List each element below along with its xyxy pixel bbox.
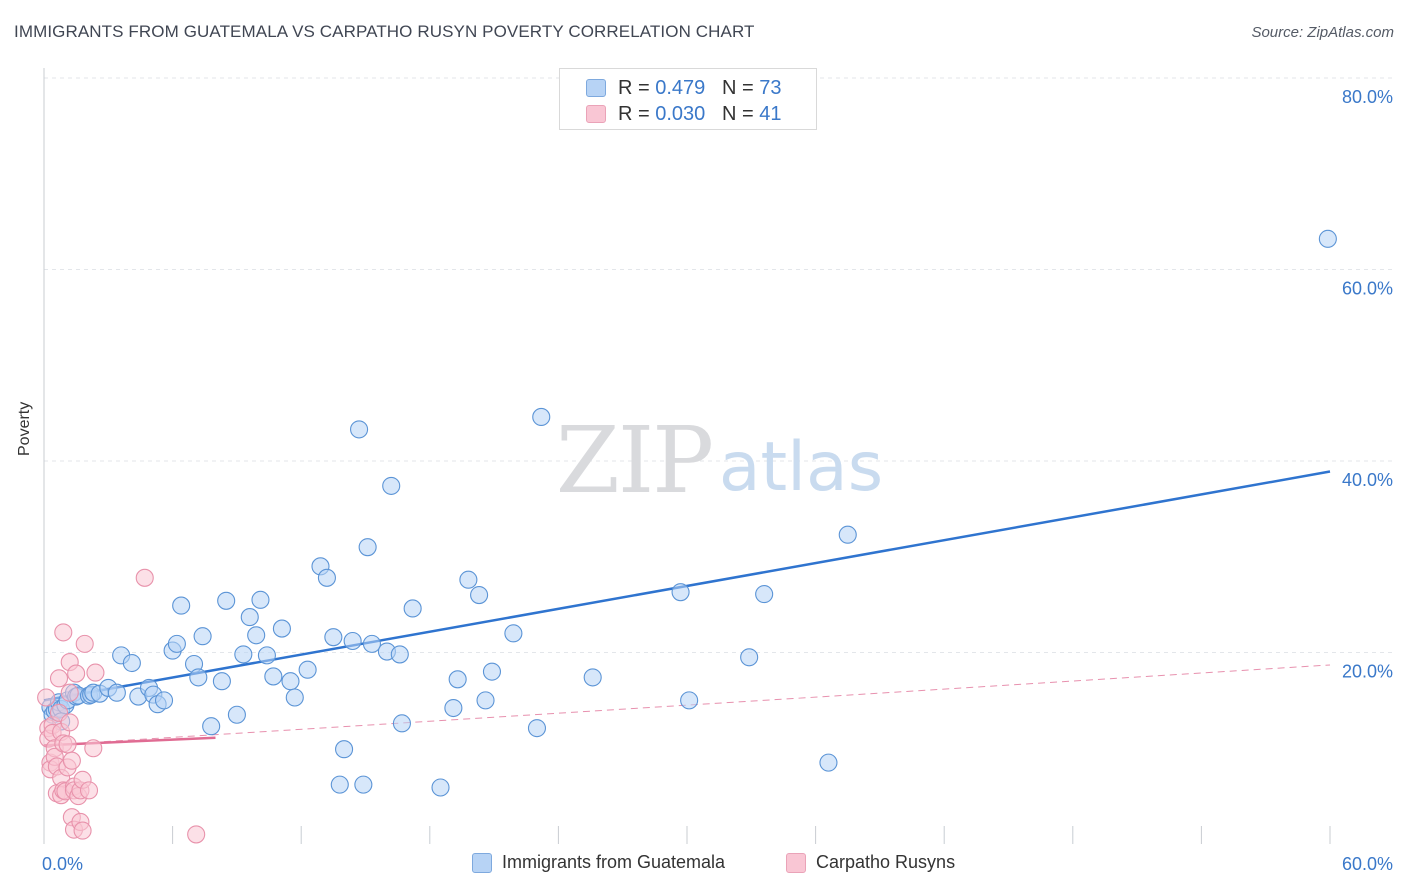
point-guatemala (482, 662, 502, 681)
legend-swatch-blue (586, 79, 606, 97)
point-guatemala (335, 740, 354, 759)
point-guatemala (172, 596, 191, 615)
point-guatemala (390, 645, 409, 664)
point-guatemala (819, 753, 838, 772)
y-tick-label: 40.0% (1342, 470, 1393, 490)
legend-text: R = 0.479 N = 73 (618, 77, 781, 100)
point-rusyns (86, 663, 105, 682)
point-rusyns (62, 751, 81, 770)
stats-legend: R = 0.479 N = 73 R = 0.030 N = 41 (559, 68, 817, 130)
point-guatemala (459, 570, 478, 589)
point-guatemala (343, 631, 362, 651)
point-guatemala (448, 670, 467, 689)
point-guatemala (154, 691, 174, 710)
y-tick-label: 20.0% (1342, 662, 1393, 682)
legend-r-label: R = (618, 77, 650, 99)
point-guatemala (264, 667, 283, 686)
legend-n-label: N = (721, 77, 754, 99)
point-guatemala (392, 714, 411, 733)
point-guatemala (240, 608, 259, 627)
bottom-legend-label: Immigrants from Guatemala (502, 852, 726, 872)
point-guatemala (247, 626, 266, 645)
point-guatemala (671, 583, 690, 602)
bottom-legend-swatch-blue (472, 853, 492, 873)
point-guatemala (382, 476, 401, 495)
point-guatemala (680, 691, 699, 710)
point-rusyns (60, 683, 79, 702)
legend-swatch-pink (586, 105, 606, 123)
chart-title: IMMIGRANTS FROM GUATEMALA VS CARPATHO RU… (14, 22, 755, 41)
point-rusyns (75, 634, 94, 653)
point-guatemala (107, 683, 126, 702)
y-tick-label: 80.0% (1342, 87, 1393, 107)
legend-text: R = 0.030 N = 41 (618, 103, 781, 126)
point-guatemala (324, 628, 343, 647)
point-rusyns (84, 739, 103, 758)
point-rusyns (187, 825, 206, 844)
point-guatemala (193, 627, 212, 646)
bottom-legend-swatch-pink (786, 853, 806, 873)
grid-lines (44, 77, 1392, 653)
legend-n-label: N = (721, 103, 754, 125)
point-guatemala (740, 648, 759, 667)
point-rusyns (54, 623, 73, 642)
point-guatemala (217, 591, 236, 610)
source-label: Source: ZipAtlas.com (1251, 24, 1394, 41)
point-rusyns (67, 664, 86, 683)
trendline-rusyns-extended (43, 664, 1331, 746)
point-guatemala (330, 775, 349, 794)
point-guatemala (358, 538, 377, 557)
point-guatemala (189, 668, 208, 687)
point-guatemala (272, 619, 291, 638)
point-guatemala (212, 672, 231, 691)
point-guatemala (504, 624, 523, 643)
x-tick-label: 60.0% (1342, 854, 1393, 874)
point-guatemala (1318, 229, 1337, 248)
point-rusyns (135, 568, 154, 587)
point-guatemala (532, 407, 551, 427)
bottom-legend-label: Carpatho Rusyns (816, 852, 956, 872)
point-guatemala (317, 568, 336, 587)
point-guatemala (527, 719, 547, 738)
point-guatemala (444, 698, 463, 718)
point-guatemala (122, 653, 141, 673)
watermark-atlas: atlas (719, 428, 883, 507)
legend-r-value: 0.479 (655, 77, 706, 99)
point-rusyns (49, 669, 69, 688)
point-guatemala (470, 585, 489, 605)
point-guatemala (755, 585, 774, 604)
point-guatemala (234, 645, 253, 664)
point-rusyns (58, 735, 77, 754)
point-guatemala (403, 599, 422, 618)
point-guatemala (257, 646, 276, 665)
x-tick-label: 0.0% (42, 854, 83, 874)
point-guatemala (362, 634, 381, 653)
point-guatemala (227, 705, 246, 724)
point-guatemala (431, 778, 450, 797)
point-guatemala (285, 688, 304, 707)
point-rusyns (73, 821, 92, 840)
point-guatemala (583, 668, 602, 687)
point-guatemala (202, 717, 221, 736)
point-guatemala (354, 775, 373, 794)
point-guatemala (476, 691, 495, 710)
data-points (37, 229, 1337, 844)
point-rusyns (79, 781, 99, 800)
legend-r-value: 0.030 (655, 103, 706, 125)
legend-n-value: 41 (759, 103, 782, 125)
point-guatemala (281, 672, 300, 691)
tick-labels: 20.0% 40.0% 60.0% 80.0% 0.0% 60.0% (42, 87, 1393, 874)
legend-n-value: 73 (759, 77, 782, 99)
point-guatemala (167, 634, 186, 653)
watermark-zip: ZIP (556, 407, 712, 514)
point-guatemala (838, 525, 857, 544)
point-rusyns (37, 688, 56, 707)
point-guatemala (350, 420, 369, 439)
point-guatemala (298, 660, 317, 679)
point-rusyns (60, 713, 79, 732)
legend-r-label: R = (618, 103, 650, 125)
point-guatemala (251, 590, 270, 609)
y-tick-label: 60.0% (1342, 279, 1393, 299)
